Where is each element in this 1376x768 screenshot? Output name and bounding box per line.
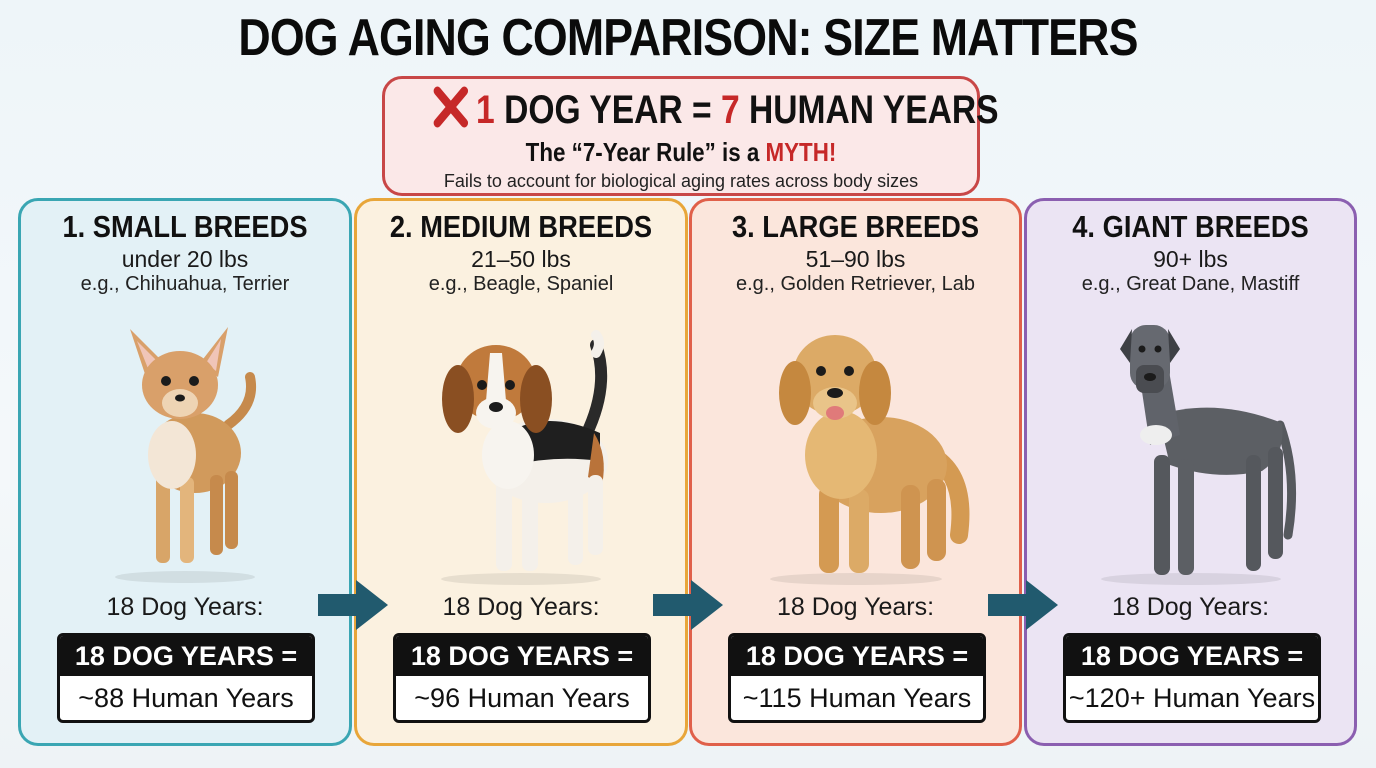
myth-rule-text: The “7-Year Rule” is a xyxy=(525,137,766,167)
result-box: 18 DOG YEARS = ~115 Human Years xyxy=(728,633,986,723)
result-box: 18 DOG YEARS = ~120+ Human Years xyxy=(1063,633,1321,723)
dog-years-label: 18 Dog Years: xyxy=(776,593,935,621)
card-example: e.g., Beagle, Spaniel xyxy=(428,273,614,295)
card-weight: under 20 lbs xyxy=(121,246,249,272)
myth-dog-number: 1 xyxy=(476,88,495,132)
myth-human-number: 7 xyxy=(720,88,740,132)
card-title: 2. MEDIUM BREEDS xyxy=(389,209,653,244)
card-giant-breeds: 4. GIANT BREEDS 90+ lbs e.g., Great Dane… xyxy=(1024,198,1357,746)
card-title: 4. GIANT BREEDS xyxy=(1072,209,1309,244)
flow-arrow-icon xyxy=(318,580,388,630)
beagle-illustration xyxy=(441,330,608,585)
result-human-years: ~88 Human Years xyxy=(78,683,294,713)
dog-years-label: 18 Dog Years: xyxy=(442,593,600,621)
red-x-icon xyxy=(433,86,469,128)
chihuahua-illustration xyxy=(115,327,256,583)
result-head: 18 DOG YEARS = xyxy=(1066,636,1318,676)
card-weight: 90+ lbs xyxy=(1153,246,1228,272)
myth-callout: 1 DOG YEAR = 7 HUMAN YEARS The “7-Year R… xyxy=(382,76,999,196)
result-human-years: ~120+ Human Years xyxy=(1068,683,1316,713)
myth-headline: 1 DOG YEAR = 7 HUMAN YEARS xyxy=(432,85,999,133)
result-head: 18 DOG YEARS = xyxy=(396,636,648,676)
result-head: 18 DOG YEARS = xyxy=(731,636,983,676)
flow-arrow-icon xyxy=(653,580,723,630)
myth-note: Fails to account for biological aging ra… xyxy=(443,171,919,191)
result-head: 18 DOG YEARS = xyxy=(60,636,312,676)
great-dane-illustration xyxy=(1100,325,1296,585)
myth-human-years-text: HUMAN YEARS xyxy=(739,88,999,132)
result-human-years: ~115 Human Years xyxy=(742,683,972,713)
dog-years-label: 18 Dog Years: xyxy=(106,593,264,621)
card-small-breeds: 1. SMALL BREEDS under 20 lbs e.g., Chihu… xyxy=(18,198,352,746)
card-weight: 21–50 lbs xyxy=(471,246,571,272)
card-example: e.g., Great Dane, Mastiff xyxy=(1081,273,1300,295)
result-human-years: ~96 Human Years xyxy=(414,683,630,713)
card-example: e.g., Golden Retriever, Lab xyxy=(735,273,976,295)
card-example: e.g., Chihuahua, Terrier xyxy=(80,273,290,295)
golden-retriever-illustration xyxy=(769,335,969,585)
myth-dog-year-text: DOG YEAR = xyxy=(494,88,721,132)
result-box: 18 DOG YEARS = ~96 Human Years xyxy=(393,633,651,723)
myth-subline: The “7-Year Rule” is a MYTH! xyxy=(426,137,935,168)
card-title: 3. LARGE BREEDS xyxy=(731,209,980,244)
myth-word: MYTH! xyxy=(765,137,837,167)
page-title: DOG AGING COMPARISON: SIZE MATTERS xyxy=(238,9,1138,67)
result-box: 18 DOG YEARS = ~88 Human Years xyxy=(57,633,315,723)
flow-arrow-icon xyxy=(988,580,1058,630)
dog-years-label: 18 Dog Years: xyxy=(1111,593,1270,621)
card-title: 1. SMALL BREEDS xyxy=(62,209,308,244)
card-medium-breeds: 2. MEDIUM BREEDS 21–50 lbs e.g., Beagle,… xyxy=(354,198,688,746)
card-weight: 51–90 lbs xyxy=(805,246,906,272)
card-large-breeds: 3. LARGE BREEDS 51–90 lbs e.g., Golden R… xyxy=(689,198,1022,746)
